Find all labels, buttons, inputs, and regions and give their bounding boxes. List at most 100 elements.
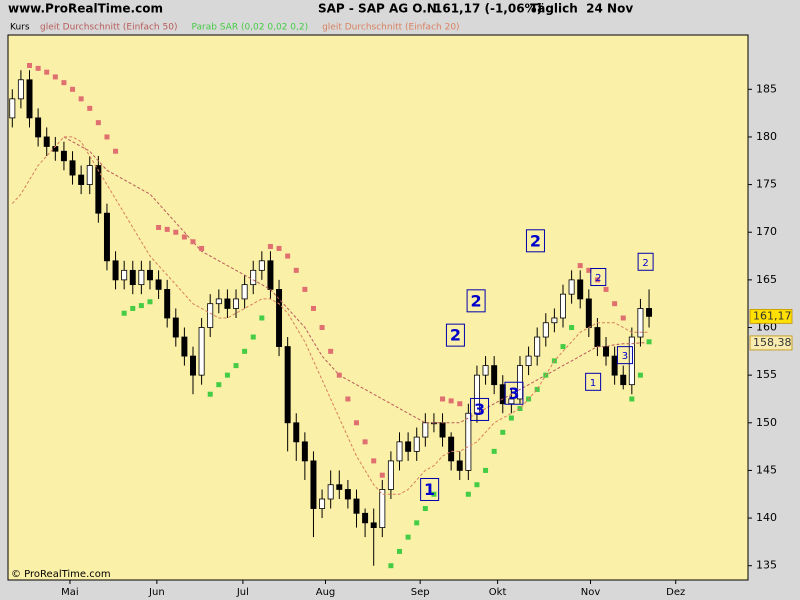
sar-dot	[70, 86, 76, 92]
candle-body	[164, 288, 171, 319]
sar-dot	[491, 448, 497, 454]
sar-dot	[27, 62, 33, 68]
candle-body	[319, 498, 326, 509]
candle-body	[362, 512, 369, 524]
moving-average	[63, 136, 650, 424]
sar-dot	[594, 277, 600, 283]
wave-box	[637, 252, 654, 271]
wave-box	[445, 323, 465, 347]
candle-body	[146, 269, 153, 281]
candle-body	[611, 355, 618, 376]
sar-dot	[78, 96, 84, 102]
y-tick-label: 165	[756, 273, 777, 286]
sar-dot	[250, 334, 256, 340]
sar-dot	[181, 234, 187, 240]
candle-body	[103, 212, 110, 262]
sar-dot	[138, 303, 144, 309]
sar-dot	[431, 491, 437, 497]
candle-body	[138, 269, 145, 286]
candle-body	[370, 522, 377, 528]
sar-dot	[629, 396, 635, 402]
sar-dot	[388, 563, 394, 569]
candle-body	[310, 460, 317, 509]
candle-body	[172, 317, 179, 338]
sar-dot	[156, 224, 162, 230]
sar-dot	[233, 363, 239, 369]
candle-body	[9, 98, 16, 119]
sar-dot	[319, 325, 325, 331]
candle-body	[577, 279, 584, 300]
sar-dot	[328, 348, 334, 354]
sar-dot	[517, 405, 523, 411]
candle-body	[422, 422, 429, 438]
sar-dot	[130, 305, 136, 311]
wave-box	[420, 477, 440, 501]
wave-label: 2	[530, 231, 541, 250]
sar-dot	[87, 105, 93, 111]
plot-area	[7, 34, 749, 581]
wave-box	[470, 397, 490, 421]
sar-dot	[620, 315, 626, 321]
candle-body	[241, 284, 248, 300]
candle-body	[628, 336, 635, 386]
x-tick-label: Dez	[666, 587, 685, 598]
wave-label: 2	[450, 326, 461, 345]
candle-body	[250, 269, 257, 286]
price-label: Kurs	[10, 23, 30, 33]
sar-dot	[52, 74, 58, 80]
candle-body	[448, 436, 455, 462]
price-marker-label: 161,17	[753, 309, 792, 322]
sar-dot	[104, 134, 110, 140]
wave-label: 2	[471, 291, 482, 310]
price-marker-label: 158,38	[753, 336, 792, 349]
candle-body	[26, 79, 33, 119]
candle-body	[284, 346, 291, 424]
candle-body	[60, 150, 67, 162]
sar-dot	[371, 458, 377, 464]
sar-dot	[44, 69, 50, 75]
sar-dot	[164, 226, 170, 232]
site: www.ProRealTime.com	[8, 2, 163, 16]
candle-body	[465, 412, 472, 471]
sar-dot	[61, 80, 67, 86]
wave-label: 2	[642, 258, 648, 269]
sar-dot	[422, 506, 428, 512]
sar-dot	[603, 286, 609, 292]
candle-body	[336, 484, 343, 490]
sar-dot	[259, 315, 265, 321]
candle-body	[542, 322, 549, 338]
sar-dot	[285, 253, 291, 259]
candle-body	[69, 160, 76, 176]
candle-body	[396, 441, 403, 462]
legend-entry: gleit Durchschnitt (Einfach 20)	[322, 23, 459, 33]
candle-body	[439, 422, 446, 438]
sar-dot	[397, 548, 403, 554]
candle-body	[551, 317, 558, 324]
wave-label: 1	[590, 378, 596, 389]
x-tick-label: Sep	[411, 587, 430, 598]
wave-label: 3	[508, 384, 519, 403]
candle-body	[78, 174, 85, 185]
candle-body	[112, 260, 119, 281]
x-tick-label: Jul	[236, 587, 249, 598]
candle-body	[258, 260, 265, 271]
sar-dot	[405, 534, 411, 540]
sar-dot	[173, 229, 179, 235]
price-marker	[749, 308, 793, 324]
wave-box	[616, 346, 633, 365]
candle-body	[387, 460, 394, 490]
candle-body	[233, 298, 240, 309]
candle-body	[637, 308, 644, 338]
candle-body	[267, 260, 274, 290]
candle-body	[86, 165, 93, 185]
wave-label: 3	[474, 400, 485, 419]
candle-body	[560, 293, 566, 319]
candle-body	[327, 484, 334, 500]
sar-dot	[199, 245, 205, 251]
x-tick-label: Aug	[316, 587, 336, 598]
sar-dot	[534, 386, 540, 392]
candle-body	[198, 327, 205, 376]
sar-dot	[569, 325, 575, 331]
